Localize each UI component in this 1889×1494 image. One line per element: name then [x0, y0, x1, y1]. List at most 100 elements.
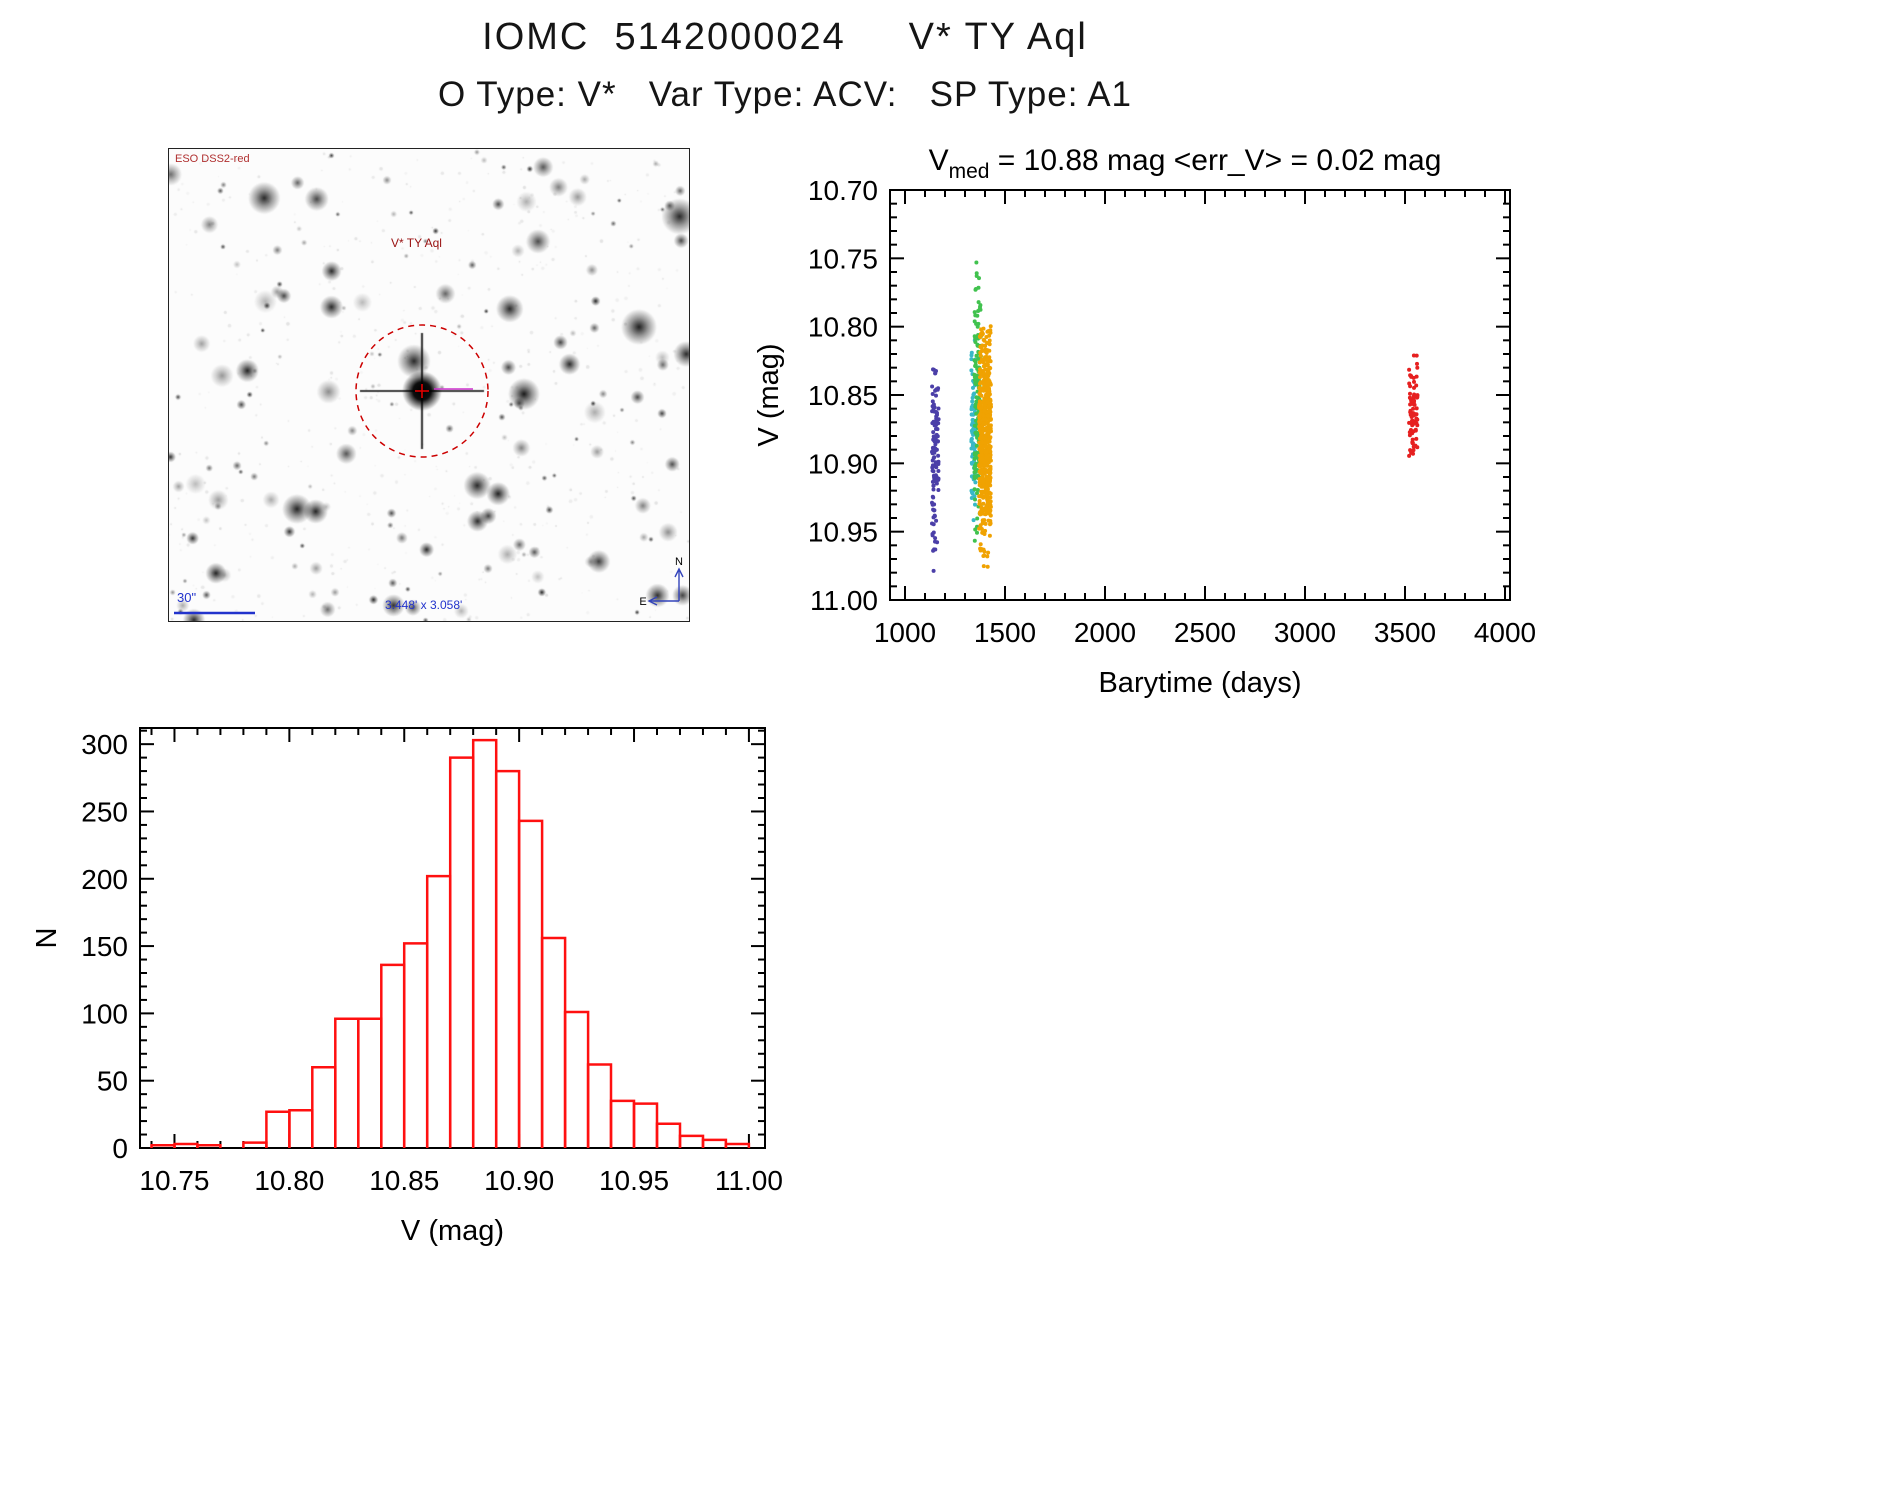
- data-point: [978, 510, 983, 515]
- scatter-title: Vmed = 10.88 mag <err_V> = 0.02 mag: [929, 144, 1442, 183]
- data-point: [1415, 393, 1420, 398]
- x-tick-label: 2500: [1174, 617, 1236, 648]
- data-point: [970, 443, 975, 448]
- histogram-bar: [425, 874, 452, 1148]
- histogram-bar: [563, 1010, 590, 1148]
- x-axis-label: V (mag): [401, 1215, 504, 1247]
- data-point: [1410, 418, 1414, 423]
- data-point: [988, 359, 993, 364]
- data-point: [1411, 353, 1416, 358]
- data-point: [978, 468, 983, 473]
- data-point: [985, 564, 990, 569]
- data-point: [988, 453, 993, 458]
- data-point: [974, 321, 979, 326]
- compass-n-label: N: [675, 556, 683, 568]
- data-point: [934, 518, 939, 523]
- histogram-bar: [311, 1065, 337, 1148]
- x-tick-label: 10.95: [599, 1165, 669, 1196]
- histogram-bar: [265, 1110, 291, 1148]
- data-point: [933, 371, 938, 376]
- data-point: [973, 287, 978, 292]
- data-point: [986, 507, 991, 512]
- data-point: [985, 554, 990, 559]
- data-point: [1415, 445, 1420, 450]
- histogram-bar: [724, 1142, 751, 1148]
- data-point: [932, 439, 937, 444]
- data-point: [988, 519, 993, 523]
- data-point: [988, 426, 993, 431]
- data-point: [983, 377, 988, 382]
- data-point: [1412, 402, 1417, 407]
- histogram-bar: [196, 1144, 222, 1148]
- starfield-image: [169, 149, 689, 621]
- data-point: [969, 353, 974, 358]
- data-point: [1411, 429, 1416, 434]
- data-point: [979, 493, 984, 497]
- data-point: [986, 394, 991, 399]
- y-axis-label: N: [31, 928, 63, 949]
- data-point: [970, 461, 974, 466]
- histogram-bar: [655, 1122, 682, 1148]
- data-point: [982, 398, 987, 403]
- data-point: [934, 427, 938, 431]
- data-point: [931, 548, 936, 553]
- data-point: [978, 463, 983, 468]
- data-point: [982, 471, 987, 476]
- data-point: [988, 397, 993, 402]
- data-point: [1411, 451, 1415, 456]
- data-point: [1409, 412, 1414, 417]
- data-point: [981, 479, 986, 484]
- data-point: [931, 469, 936, 474]
- data-point: [984, 371, 989, 376]
- x-tick-label: 10.90: [484, 1165, 554, 1196]
- data-point: [971, 385, 975, 390]
- data-point: [984, 449, 989, 454]
- lightcurve-plot: 1000 1500 2000 2500 3000 3500 4000 10.70 10.75 10…: [753, 144, 1536, 699]
- data-point: [980, 457, 985, 461]
- y-tick-label: 0: [112, 1133, 128, 1164]
- data-point: [981, 417, 986, 422]
- data-point: [987, 348, 992, 353]
- histogram-bar: [334, 1017, 360, 1148]
- histogram-bar: [402, 942, 429, 1148]
- data-point: [930, 533, 935, 538]
- data-point: [982, 518, 987, 523]
- data-point: [977, 480, 982, 485]
- data-point: [972, 487, 977, 492]
- data-point: [982, 408, 987, 413]
- data-point: [981, 554, 986, 558]
- data-point: [984, 455, 989, 460]
- y-tick-label: 50: [97, 1066, 128, 1097]
- data-point: [976, 300, 981, 305]
- y-tick-label: 10.90: [808, 448, 878, 479]
- data-point: [930, 384, 935, 389]
- data-point: [988, 382, 993, 387]
- compass-north-arrowhead: [674, 567, 684, 578]
- data-point: [930, 463, 935, 468]
- y-tick-label: 250: [81, 796, 128, 827]
- data-point: [977, 276, 981, 281]
- data-point: [978, 353, 983, 358]
- histogram-bar: [609, 1099, 636, 1148]
- data-point: [1411, 444, 1416, 449]
- data-point: [974, 411, 979, 416]
- cluster-epoch-1-purple: [930, 367, 941, 573]
- y-tick-label: 200: [81, 864, 128, 895]
- data-point: [934, 416, 939, 421]
- data-point: [981, 564, 986, 569]
- data-point: [935, 411, 939, 415]
- data-point: [978, 502, 983, 507]
- data-point: [979, 505, 984, 510]
- y-tick-label: 150: [81, 931, 128, 962]
- data-point: [979, 452, 984, 457]
- data-point: [934, 432, 939, 437]
- data-point: [934, 447, 939, 452]
- data-point: [987, 446, 992, 451]
- data-point: [987, 338, 992, 343]
- data-point: [1410, 423, 1415, 428]
- histogram-bar: [540, 936, 567, 1148]
- data-point: [983, 362, 988, 367]
- data-point: [1407, 367, 1412, 372]
- data-point: [936, 406, 941, 411]
